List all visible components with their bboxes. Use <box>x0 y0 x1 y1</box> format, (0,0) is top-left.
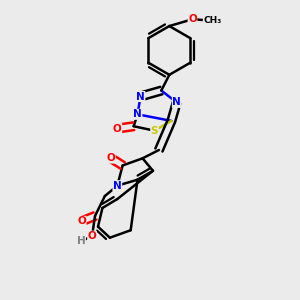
Text: N: N <box>136 92 145 101</box>
Text: S: S <box>151 126 158 136</box>
Text: O: O <box>113 124 122 134</box>
Text: O: O <box>77 216 86 226</box>
Text: N: N <box>113 181 122 191</box>
Text: H: H <box>77 236 85 246</box>
Text: O: O <box>106 153 115 163</box>
Text: CH₃: CH₃ <box>203 16 221 25</box>
Text: O: O <box>88 231 96 241</box>
Text: O: O <box>188 14 197 24</box>
Text: N: N <box>172 98 181 107</box>
Text: N: N <box>133 109 142 119</box>
